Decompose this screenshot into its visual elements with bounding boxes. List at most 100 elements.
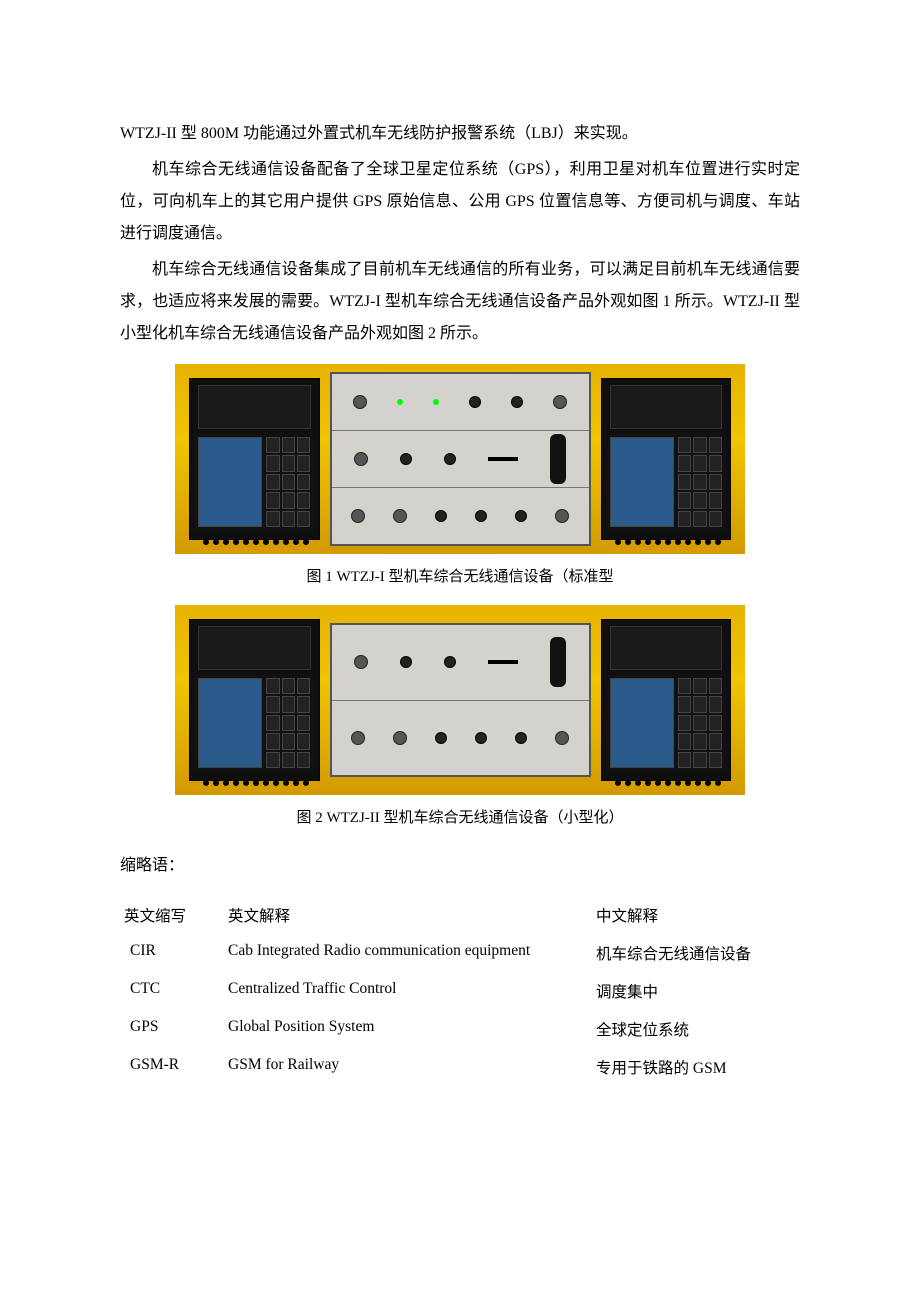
col-header-cn: 中文解释 [592,896,800,934]
key [693,696,706,712]
coiled-cord [612,778,722,788]
speaker-grille [610,385,723,429]
port [435,732,447,744]
port [515,732,527,744]
key [678,733,691,749]
key [282,511,295,527]
key [297,696,310,712]
key [693,715,706,731]
key [266,696,279,712]
cable [488,660,518,664]
mmi-body [606,433,727,531]
knob [393,509,407,523]
coiled-cord [200,537,310,547]
key [282,455,295,471]
key [678,437,691,453]
key [709,715,722,731]
key [693,733,706,749]
key [297,474,310,490]
mmi-body [606,674,727,772]
rack-row [332,431,589,488]
key [678,455,691,471]
key [282,733,295,749]
key [693,455,706,471]
key [709,733,722,749]
key [709,492,722,508]
rack-row [332,488,589,544]
mmi-unit-left [189,619,320,781]
document-page: WTZJ-II 型 800M 功能通过外置式机车无线防护报警系统（LBJ）来实现… [0,0,920,1302]
mmi-screen [198,678,262,768]
key [297,715,310,731]
key [693,474,706,490]
mmi-screen [610,437,674,527]
mmi-keypad [266,437,310,527]
key [297,752,310,768]
speaker-grille [198,626,311,670]
figure-2: 图 2 WTZJ-II 型机车综合无线通信设备（小型化） [120,605,800,832]
cell-cn: 调度集中 [592,972,800,1010]
cell-abbr: CTC [120,972,224,1010]
port [400,453,412,465]
figure-1: 图 1 WTZJ-I 型机车综合无线通信设备（标准型 [120,364,800,591]
key [297,511,310,527]
cell-abbr: GSM-R [120,1048,224,1086]
key [282,696,295,712]
key [266,715,279,731]
mmi-screen [198,437,262,527]
col-header-abbr: 英文缩写 [120,896,224,934]
key [693,437,706,453]
table-row: GPS Global Position System 全球定位系统 [120,1010,800,1048]
mmi-body [194,433,315,531]
paragraph-2: 机车综合无线通信设备配备了全球卫星定位系统（GPS），利用卫星对机车位置进行实时… [120,154,800,250]
handset [550,637,566,687]
key [266,733,279,749]
key [297,678,310,694]
cable [488,457,518,461]
equipment-photo-bg [175,605,745,795]
port [444,453,456,465]
key [693,492,706,508]
port [475,510,487,522]
rack-row [332,701,589,776]
key [282,752,295,768]
key [678,511,691,527]
abbreviations-heading: 缩略语： [120,850,800,882]
key [709,678,722,694]
key [678,696,691,712]
col-header-en: 英文解释 [224,896,592,934]
mmi-keypad [678,678,722,768]
key [678,474,691,490]
cell-en: Global Position System [224,1010,592,1048]
mmi-unit-right [601,619,732,781]
key [709,437,722,453]
cell-abbr: GPS [120,1010,224,1048]
paragraph-1: WTZJ-II 型 800M 功能通过外置式机车无线防护报警系统（LBJ）来实现… [120,118,800,150]
mmi-keypad [266,678,310,768]
key [678,715,691,731]
port [515,510,527,522]
knob [354,655,368,669]
equipment-photo-bg [175,364,745,554]
port [444,656,456,668]
mmi-unit-right [601,378,732,540]
key [266,511,279,527]
key [709,752,722,768]
knob [553,395,567,409]
led [397,399,403,405]
key [282,715,295,731]
mmi-screen [610,678,674,768]
mmi-keypad [678,437,722,527]
key [693,678,706,694]
main-rack-unit-compact [330,623,591,777]
key [266,752,279,768]
cell-cn: 全球定位系统 [592,1010,800,1048]
cell-abbr: CIR [120,934,224,972]
figure-1-caption: 图 1 WTZJ-I 型机车综合无线通信设备（标准型 [120,564,800,591]
led [433,399,439,405]
figure-1-image [175,364,745,554]
key [297,437,310,453]
key [266,455,279,471]
table-row: CTC Centralized Traffic Control 调度集中 [120,972,800,1010]
speaker-grille [198,385,311,429]
